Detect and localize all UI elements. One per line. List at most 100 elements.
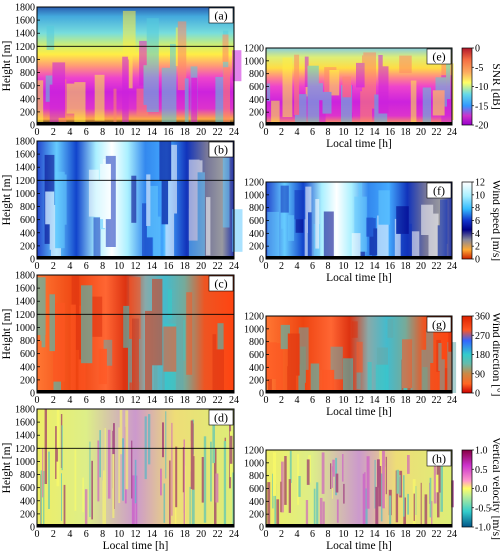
heatmap-texture: [37, 276, 224, 393]
heatmap-streak: [378, 66, 389, 114]
heatmap-streak: [267, 482, 271, 527]
heatmap-streak: [160, 468, 162, 496]
colorbar-title: Vertical velocity [m/s]: [490, 437, 500, 540]
heatmap-streak: [319, 497, 323, 527]
heatmap-streak: [175, 446, 178, 508]
x-tick-label: 16: [385, 261, 395, 272]
x-tick-label: 0: [264, 261, 269, 272]
heatmap-streak: [171, 422, 173, 516]
y-tick-label: 1600: [15, 418, 35, 429]
x-tick-label: 2: [51, 529, 56, 540]
heatmap-streak: [288, 479, 291, 513]
x-tick-label: 14: [370, 261, 380, 272]
colorbar-title: SNR [dB]: [490, 63, 500, 109]
heatmap-streak: [128, 51, 133, 89]
heatmap-streak: [98, 348, 107, 385]
heatmap-streak: [61, 473, 62, 521]
colorbar: [461, 47, 473, 126]
heatmap-streak: [84, 489, 88, 527]
heatmap-streak: [366, 456, 370, 509]
y-tick-label: 1200: [244, 312, 264, 323]
y-tick-label: 200: [20, 241, 35, 252]
heatmap-streak: [107, 429, 111, 499]
x-tick-label: 6: [84, 261, 89, 272]
x-axis-label: Local time [h]: [326, 138, 392, 150]
heatmap-streak: [94, 74, 105, 121]
heatmap-streak: [375, 364, 389, 393]
colorbar-tick-label: 180: [475, 350, 490, 361]
heatmap-streak: [143, 65, 149, 105]
heatmap-streak: [125, 410, 129, 490]
heatmap-streak: [232, 209, 243, 252]
heatmap-streak: [88, 169, 99, 217]
heatmap-streak: [287, 366, 296, 393]
heatmap-streak: [210, 441, 212, 502]
y-tick-label: 1000: [244, 190, 264, 201]
x-tick-label: 6: [84, 127, 89, 138]
heatmap-streak: [298, 364, 305, 393]
y-tick-label: 600: [20, 483, 35, 494]
heatmap-streak: [351, 233, 361, 259]
y-tick-label: 200: [20, 375, 35, 386]
colorbar-title: Wind speed [m/s]: [490, 180, 500, 261]
heatmap-streak: [167, 144, 177, 214]
colorbar-tick-label: 360: [475, 312, 490, 323]
x-tick-label: 12: [131, 127, 141, 138]
colorbar-tick-label: 270: [475, 331, 490, 342]
x-tick-label: 16: [163, 127, 173, 138]
heatmap-streak: [420, 482, 422, 527]
y-tick-label: 400: [20, 228, 35, 239]
y-tick-label: 1800: [15, 405, 35, 416]
heatmap-streak: [323, 211, 334, 259]
heatmap-streak: [448, 316, 452, 352]
heatmap-streak: [322, 91, 332, 114]
y-tick-label: 1200: [244, 446, 264, 457]
y-tick-label: 1800: [15, 137, 35, 148]
heatmap-streak: [66, 83, 80, 114]
colorbar: [461, 315, 473, 394]
panel-label: (h): [432, 452, 446, 466]
x-tick-label: 20: [416, 529, 426, 540]
x-tick-label: 10: [339, 261, 349, 272]
heatmap-streak: [165, 199, 175, 259]
x-tick-label: 2: [279, 529, 284, 540]
heatmap-streak: [426, 328, 434, 363]
colorbar-tick-label: 12: [475, 178, 485, 189]
heatmap-streak: [153, 216, 161, 259]
y-tick-label: 400: [249, 95, 264, 106]
y-tick-label: 1000: [15, 323, 35, 334]
heatmap-streak: [276, 499, 280, 527]
heatmap-streak: [351, 321, 358, 338]
heatmap-streak: [55, 171, 65, 249]
heatmap-streak: [305, 500, 309, 527]
colorbar-tick-label: -15: [475, 101, 488, 112]
panel-label: (e): [432, 50, 445, 64]
heatmap-streak: [294, 94, 307, 125]
heatmap-streak: [146, 174, 151, 226]
heatmap-streak: [215, 76, 227, 125]
heatmap-streak: [163, 483, 166, 523]
heatmap-streak: [366, 217, 374, 237]
heatmap-streak: [143, 41, 147, 76]
heatmap-streak: [275, 343, 283, 393]
heatmap-streak: [215, 473, 219, 503]
heatmap-streak: [139, 40, 147, 86]
heatmap-streak: [375, 486, 379, 527]
y-tick-label: 200: [20, 509, 35, 520]
x-tick-label: 14: [370, 127, 380, 138]
x-tick-label: 2: [51, 261, 56, 272]
heatmap-streak: [97, 440, 100, 502]
heatmap-streak: [408, 231, 420, 257]
heatmap-streak: [295, 210, 304, 233]
heatmap-texture: [44, 141, 243, 259]
y-tick-label: 1600: [15, 284, 35, 295]
colorbar: [461, 181, 473, 260]
y-axis-label: Height [m]: [1, 443, 13, 494]
heatmap-streak: [89, 441, 91, 518]
heatmap-streak: [394, 218, 402, 259]
x-tick-label: 0: [35, 529, 40, 540]
heatmap-streak: [294, 54, 300, 115]
heatmap-streak: [403, 497, 406, 526]
y-tick-label: 0: [30, 121, 35, 132]
